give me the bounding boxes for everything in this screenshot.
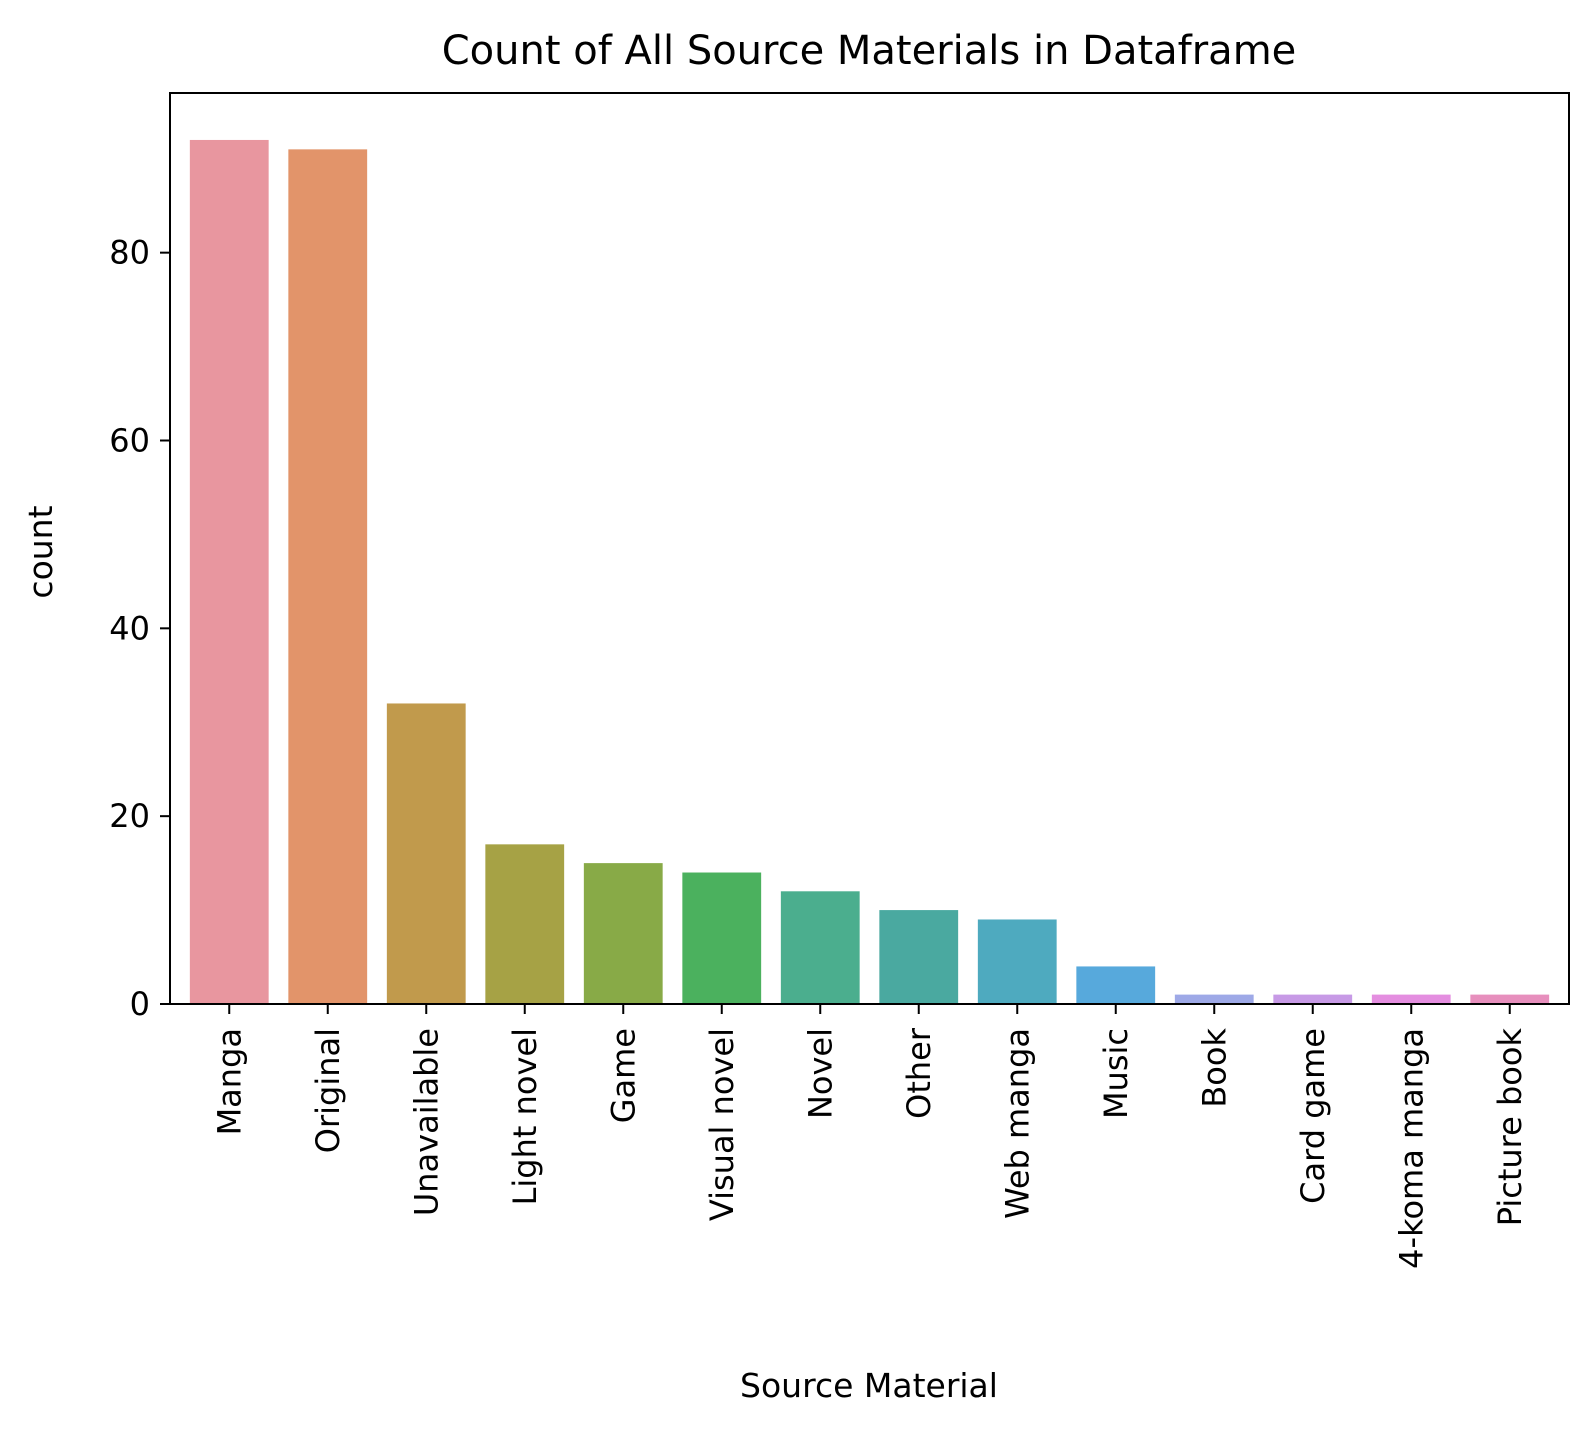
bar-card-game — [1273, 994, 1353, 1004]
bar-novel — [780, 891, 860, 1004]
bar-original — [288, 149, 368, 1004]
x-axis-ticks: Manga Original Unavailable Light novel Game V… — [210, 1004, 1529, 1269]
x-tick-label: Music — [1097, 1028, 1135, 1119]
bars-layer — [189, 139, 1550, 1005]
x-tick-label: Original — [309, 1028, 347, 1153]
x-tick-label: Other — [900, 1027, 938, 1119]
bar-manga — [189, 139, 269, 1005]
x-tick-label: Light novel — [506, 1028, 544, 1205]
bar-music — [1076, 966, 1156, 1004]
x-tick-label: 4-koma manga — [1392, 1028, 1430, 1269]
x-tick-label: Game — [604, 1028, 642, 1123]
x-tick-label: Picture book — [1491, 1028, 1529, 1227]
plot-frame — [169, 92, 1570, 1005]
bar-book — [1174, 994, 1254, 1004]
y-axis-ticks: 0 20 40 60 80 — [109, 234, 170, 1023]
bar-web-manga — [977, 919, 1057, 1004]
x-tick-label: Manga — [210, 1028, 248, 1135]
chart-title: Count of All Source Materials in Datafra… — [442, 28, 1297, 74]
bar-other — [879, 910, 959, 1004]
bar-visual-novel — [682, 872, 762, 1004]
y-tick-label: 0 — [130, 985, 150, 1023]
bar-unavailable — [386, 703, 466, 1004]
x-axis-label: Source Material — [740, 1366, 998, 1405]
x-tick-label: Visual novel — [703, 1028, 741, 1221]
bar-4-koma-manga — [1371, 994, 1451, 1004]
y-tick-label: 60 — [109, 421, 150, 459]
x-tick-label: Unavailable — [407, 1028, 445, 1216]
x-tick-label: Card game — [1294, 1028, 1332, 1204]
y-tick-label: 80 — [109, 234, 150, 272]
x-tick-label: Book — [1195, 1028, 1233, 1108]
x-tick-label: Web manga — [998, 1028, 1036, 1219]
bar-picture-book — [1470, 994, 1550, 1004]
bar-light-novel — [485, 844, 565, 1004]
y-tick-label: 20 — [109, 797, 150, 835]
y-axis-label: count — [21, 505, 60, 598]
x-tick-label: Novel — [801, 1028, 839, 1119]
bar-game — [583, 863, 663, 1004]
y-tick-label: 40 — [109, 609, 150, 647]
